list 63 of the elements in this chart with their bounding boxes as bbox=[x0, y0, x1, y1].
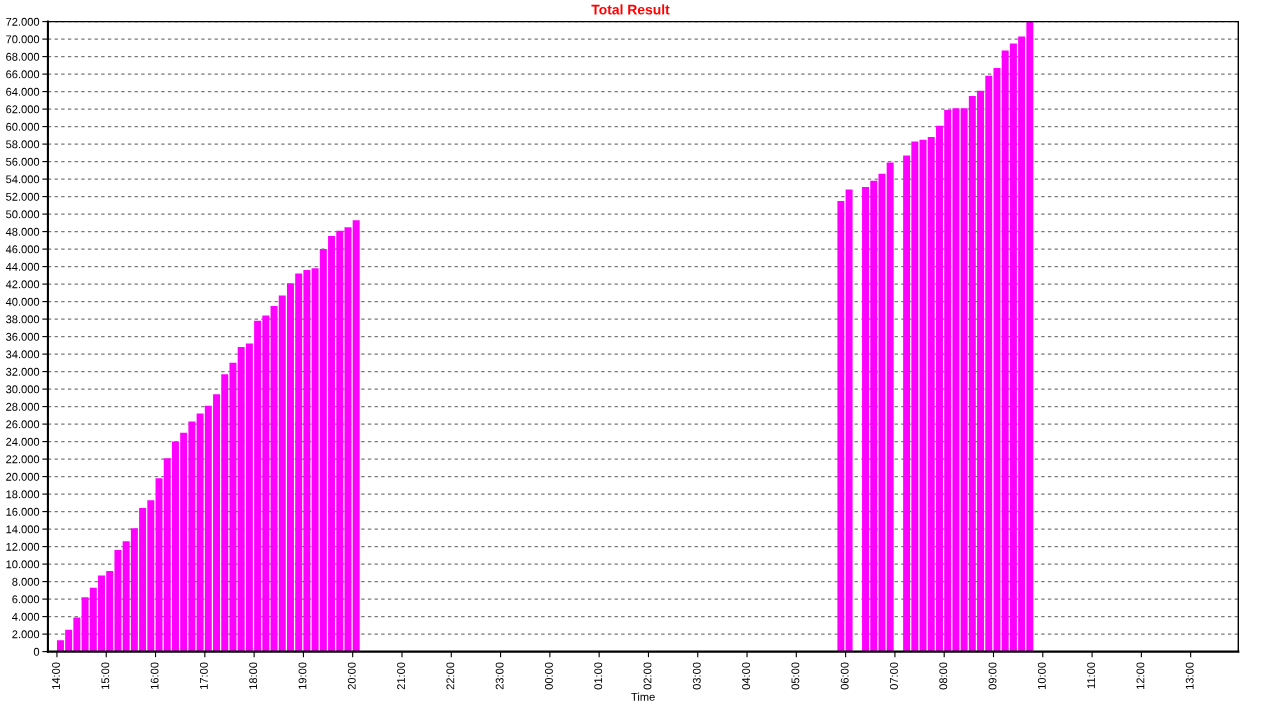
y-tick-label: 16.000 bbox=[6, 507, 40, 516]
y-tick-label: 64.000 bbox=[6, 87, 40, 96]
y-tick-label: 56.000 bbox=[6, 157, 40, 166]
y-tick-label: 8.000 bbox=[12, 577, 40, 586]
y-tick-label: 34.000 bbox=[6, 350, 40, 359]
x-tick-label: 01:00 bbox=[594, 662, 603, 690]
x-tick-label: 07:00 bbox=[890, 662, 898, 690]
y-tick-label: 44.000 bbox=[5, 262, 40, 271]
x-tick-label: 02:00 bbox=[643, 662, 652, 690]
x-tick-label: 09:00 bbox=[988, 662, 997, 690]
y-tick-label: 72.000 bbox=[6, 17, 40, 26]
x-tick-label: 03:00 bbox=[692, 662, 701, 690]
y-tick-label: 20.000 bbox=[6, 472, 40, 481]
y-tick-label: 50.000 bbox=[6, 210, 40, 219]
y-tick-label: 36.000 bbox=[6, 332, 40, 341]
y-tick-label: 58.000 bbox=[6, 140, 40, 149]
y-tick-label: 28.000 bbox=[6, 402, 40, 411]
x-tick-label: 21:00 bbox=[397, 662, 405, 690]
y-tick-label: 54.000 bbox=[6, 175, 40, 184]
x-tick-label: 18:00 bbox=[249, 662, 258, 689]
x-tick-label: 19:00 bbox=[298, 662, 307, 689]
y-tick-label: 0 bbox=[33, 647, 40, 656]
x-tick-label: 06:00 bbox=[840, 662, 849, 690]
y-tick-label: 38.000 bbox=[6, 315, 40, 324]
x-tick-label: 20:00 bbox=[347, 662, 356, 690]
x-tick-label: 22:00 bbox=[446, 662, 455, 690]
y-tick-label: 52.000 bbox=[6, 192, 40, 201]
x-tick-label: 17:00 bbox=[199, 662, 208, 689]
y-tick-label: 40.000 bbox=[5, 297, 40, 306]
y-tick-label: 70.000 bbox=[6, 35, 40, 44]
y-tick-label: 18.000 bbox=[6, 490, 40, 499]
y-tick-label: 10.000 bbox=[6, 560, 40, 569]
x-tick-label: 23:00 bbox=[495, 662, 504, 690]
y-tick-label: 2.000 bbox=[12, 630, 40, 639]
y-tick-label: 68.000 bbox=[6, 52, 40, 61]
y-tick-label: 22.000 bbox=[6, 455, 40, 464]
x-tick-label: 15:00 bbox=[101, 662, 110, 689]
y-tick-label: 32.000 bbox=[6, 367, 40, 376]
x-tick-label: 04:00 bbox=[742, 662, 751, 690]
y-tick-label: 4.000 bbox=[12, 612, 40, 621]
y-tick-label: 62.000 bbox=[6, 105, 40, 114]
x-tick-label: 05:00 bbox=[791, 662, 800, 690]
chart-title: Total Result bbox=[591, 4, 670, 15]
y-tick-label: 24.000 bbox=[6, 437, 40, 446]
x-tick-label: 08:00 bbox=[939, 662, 948, 690]
x-tick-label: 12:00 bbox=[1136, 662, 1145, 689]
y-tick-label: 6.000 bbox=[12, 595, 40, 604]
x-tick-label: 16:00 bbox=[150, 662, 159, 689]
y-tick-label: 66.000 bbox=[6, 70, 40, 79]
y-tick-label: 48.000 bbox=[5, 227, 40, 236]
x-tick-label: 14:00 bbox=[52, 662, 60, 689]
y-tick-label: 30.000 bbox=[6, 385, 40, 394]
y-tick-label: 26.000 bbox=[6, 420, 40, 429]
x-tick-label: 13:00 bbox=[1185, 662, 1194, 689]
x-tick-label: 11:00 bbox=[1087, 662, 1096, 689]
y-tick-label: 46.000 bbox=[5, 245, 40, 254]
y-tick-label: 12.000 bbox=[6, 542, 40, 551]
x-tick-label: 10:00 bbox=[1037, 662, 1046, 689]
y-tick-label: 14.000 bbox=[6, 525, 40, 534]
x-axis-title: Time bbox=[631, 692, 655, 701]
x-tick-label: 00:00 bbox=[544, 662, 553, 690]
y-tick-label: 42.000 bbox=[5, 280, 40, 289]
y-tick-label: 60.000 bbox=[6, 122, 40, 131]
